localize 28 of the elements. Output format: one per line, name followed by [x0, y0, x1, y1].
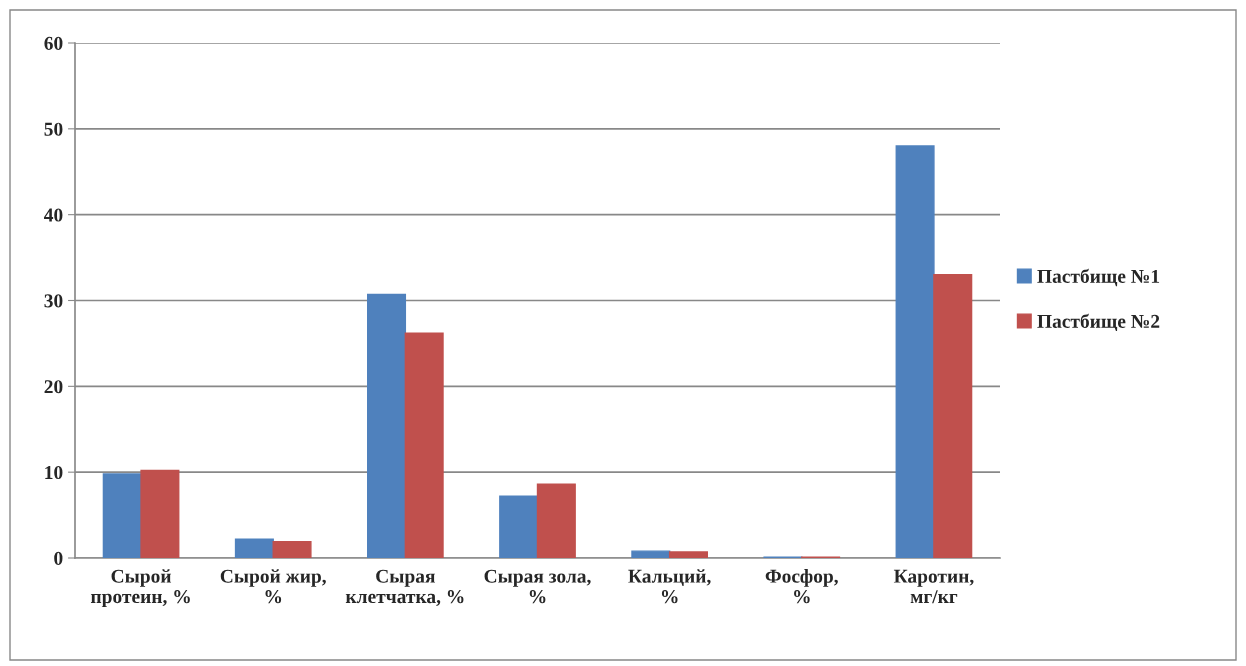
x-tick-label: Сырой протеин, % — [90, 569, 190, 608]
y-tick-label: 10 — [45, 465, 63, 480]
bar — [404, 332, 444, 558]
x-tick-label: Сырой жир, % — [220, 569, 326, 604]
x-tick-label: Сырая зола, % — [484, 569, 591, 604]
bar — [140, 469, 180, 558]
bar — [272, 540, 312, 558]
y-tick-label: 50 — [44, 122, 63, 136]
x-tick-label: Фосфор, % — [765, 569, 838, 604]
bar — [631, 550, 671, 558]
bar — [234, 538, 274, 558]
y-tick-label: 40 — [44, 208, 63, 222]
y-tick-label: 60 — [44, 36, 63, 50]
bar — [536, 483, 576, 558]
x-tick-label: Кальций, % — [628, 569, 711, 604]
bar — [499, 495, 539, 558]
y-tick-label: 20 — [44, 380, 63, 394]
bar — [367, 293, 407, 558]
bar — [668, 551, 708, 558]
bar — [895, 145, 935, 558]
x-tick-label: Сырая клетчатка, % — [345, 569, 464, 606]
y-tick-label: 0 — [54, 551, 63, 565]
legend-label: Пастбище №2 — [1037, 313, 1160, 332]
bar — [933, 274, 973, 558]
y-tick-label: 30 — [44, 294, 63, 308]
bar — [102, 473, 142, 558]
x-tick-label: Каротин, мг/кг — [893, 569, 974, 604]
legend-label: Пастбище №1 — [1037, 268, 1160, 287]
